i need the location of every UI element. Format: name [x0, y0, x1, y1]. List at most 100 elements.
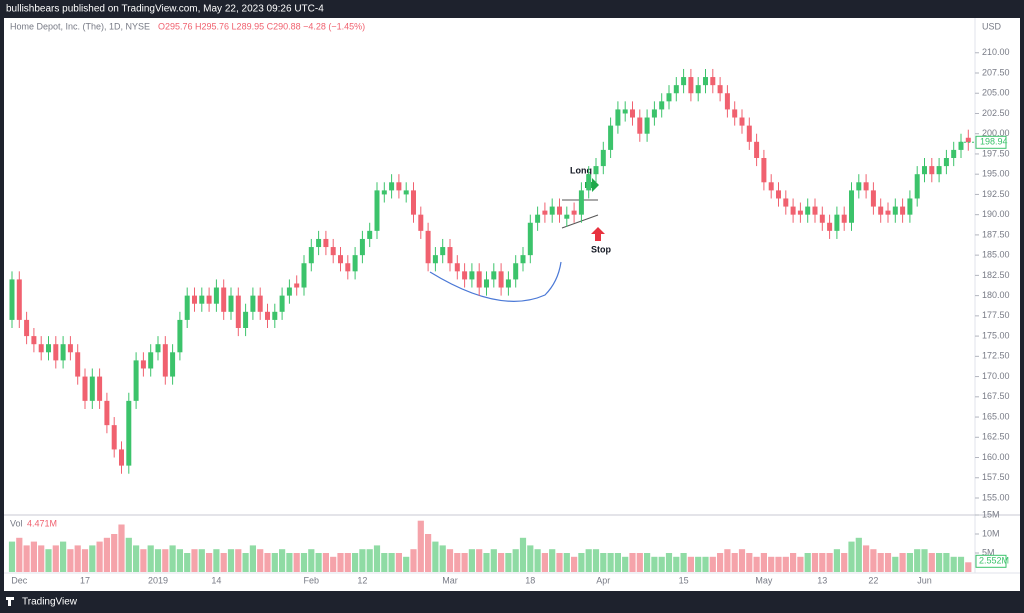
x-tick-label: Mar — [442, 575, 458, 585]
x-tick-label: Feb — [304, 575, 320, 585]
volume-bar — [16, 537, 23, 572]
volume-bar — [892, 556, 899, 572]
candle-body — [119, 449, 124, 466]
y-tick-label: 172.50 — [982, 351, 1010, 361]
candle-body — [841, 214, 847, 223]
y-tick-label: 185.00 — [982, 250, 1010, 260]
candle-body — [24, 319, 30, 337]
volume-bar — [760, 553, 767, 572]
volume-bar — [563, 553, 570, 572]
candle-body — [659, 101, 665, 110]
candle-body — [294, 283, 300, 288]
candle-body — [878, 206, 884, 215]
volume-bar — [432, 541, 439, 572]
volume-bar — [344, 553, 351, 572]
candle-body — [316, 238, 322, 248]
candle-body — [703, 77, 708, 86]
volume-bar — [169, 545, 176, 572]
volume-bar — [906, 553, 913, 572]
volume-bar — [162, 549, 169, 572]
volume-bar — [571, 556, 578, 572]
x-tick-label: Dec — [11, 575, 28, 585]
candle-body — [257, 295, 263, 312]
y-tick-label: 192.50 — [982, 189, 1010, 199]
candle-body — [352, 255, 358, 272]
candle-body — [140, 360, 146, 369]
volume-bar — [804, 553, 811, 572]
candle-body — [520, 255, 526, 264]
candle-body — [330, 247, 336, 256]
volume-bar — [833, 549, 840, 572]
candle-body — [812, 206, 818, 215]
volume-bar — [96, 541, 103, 572]
candle-body — [126, 400, 132, 466]
volume-value: 4.471M — [27, 518, 57, 528]
candle-body — [418, 214, 424, 231]
volume-bar — [841, 553, 848, 572]
candle-body — [498, 271, 504, 288]
candle-body — [907, 198, 913, 215]
volume-bar — [118, 524, 125, 572]
volume-bar — [811, 553, 819, 572]
candle-body — [834, 214, 840, 231]
candle-body — [615, 109, 621, 126]
candle-body — [75, 352, 81, 377]
x-tick-label: 15 — [679, 575, 689, 585]
candle-body — [89, 376, 95, 401]
candle-body — [797, 210, 803, 215]
volume-bar — [257, 549, 264, 572]
volume-bar — [790, 553, 797, 572]
volume-bar — [286, 553, 293, 572]
candle-body — [447, 247, 453, 264]
candle-body — [513, 263, 519, 280]
candle-body — [60, 344, 66, 361]
publisher: bullishbears published on TradingView.co… — [6, 4, 324, 15]
candle-body — [279, 295, 285, 312]
volume-bar — [81, 549, 89, 572]
candle-body — [783, 198, 789, 207]
y-tick-label: 157.50 — [982, 472, 1010, 482]
volume-bar — [235, 549, 242, 572]
volume-bar — [490, 549, 497, 572]
volume-bar — [8, 541, 16, 572]
x-tick-label: Jun — [917, 575, 932, 585]
candle-body — [505, 279, 511, 288]
candle-body — [717, 85, 723, 94]
volume-bar — [352, 553, 359, 572]
candle-body — [235, 295, 241, 328]
candle-body — [272, 311, 278, 320]
volume-bar — [695, 556, 702, 572]
candle-body — [243, 311, 249, 328]
volume-bar — [498, 553, 505, 572]
y-tick-label: 205.00 — [982, 88, 1010, 98]
volume-bar — [607, 553, 614, 572]
candle-body — [440, 247, 446, 256]
y-tick-label: 170.00 — [982, 371, 1010, 381]
candle-body — [170, 352, 176, 377]
volume-bar — [154, 549, 162, 572]
volume-bar — [592, 549, 600, 572]
volume-bar — [249, 545, 256, 572]
volume-bar — [425, 534, 432, 572]
volume-bar — [746, 553, 753, 572]
volume-bar — [614, 553, 621, 572]
volume-bar — [388, 553, 395, 572]
volume-bar — [665, 553, 673, 572]
candle-body — [323, 238, 329, 248]
volume-bar — [176, 549, 183, 572]
volume-bar — [928, 553, 935, 572]
candle-body — [367, 230, 373, 239]
candle-body — [863, 182, 869, 191]
candle-body — [192, 295, 197, 304]
y-tick-label: 200.00 — [982, 128, 1010, 138]
volume-bar — [622, 556, 629, 572]
volume-bar — [709, 556, 716, 572]
candle-body — [746, 125, 752, 142]
candle-body — [856, 182, 862, 191]
volume-bar — [279, 549, 286, 572]
volume-bar — [585, 549, 592, 572]
brand-logo — [6, 597, 14, 606]
candle-body — [389, 182, 395, 191]
volume-bar — [826, 553, 833, 572]
x-tick-label: 13 — [817, 575, 827, 585]
